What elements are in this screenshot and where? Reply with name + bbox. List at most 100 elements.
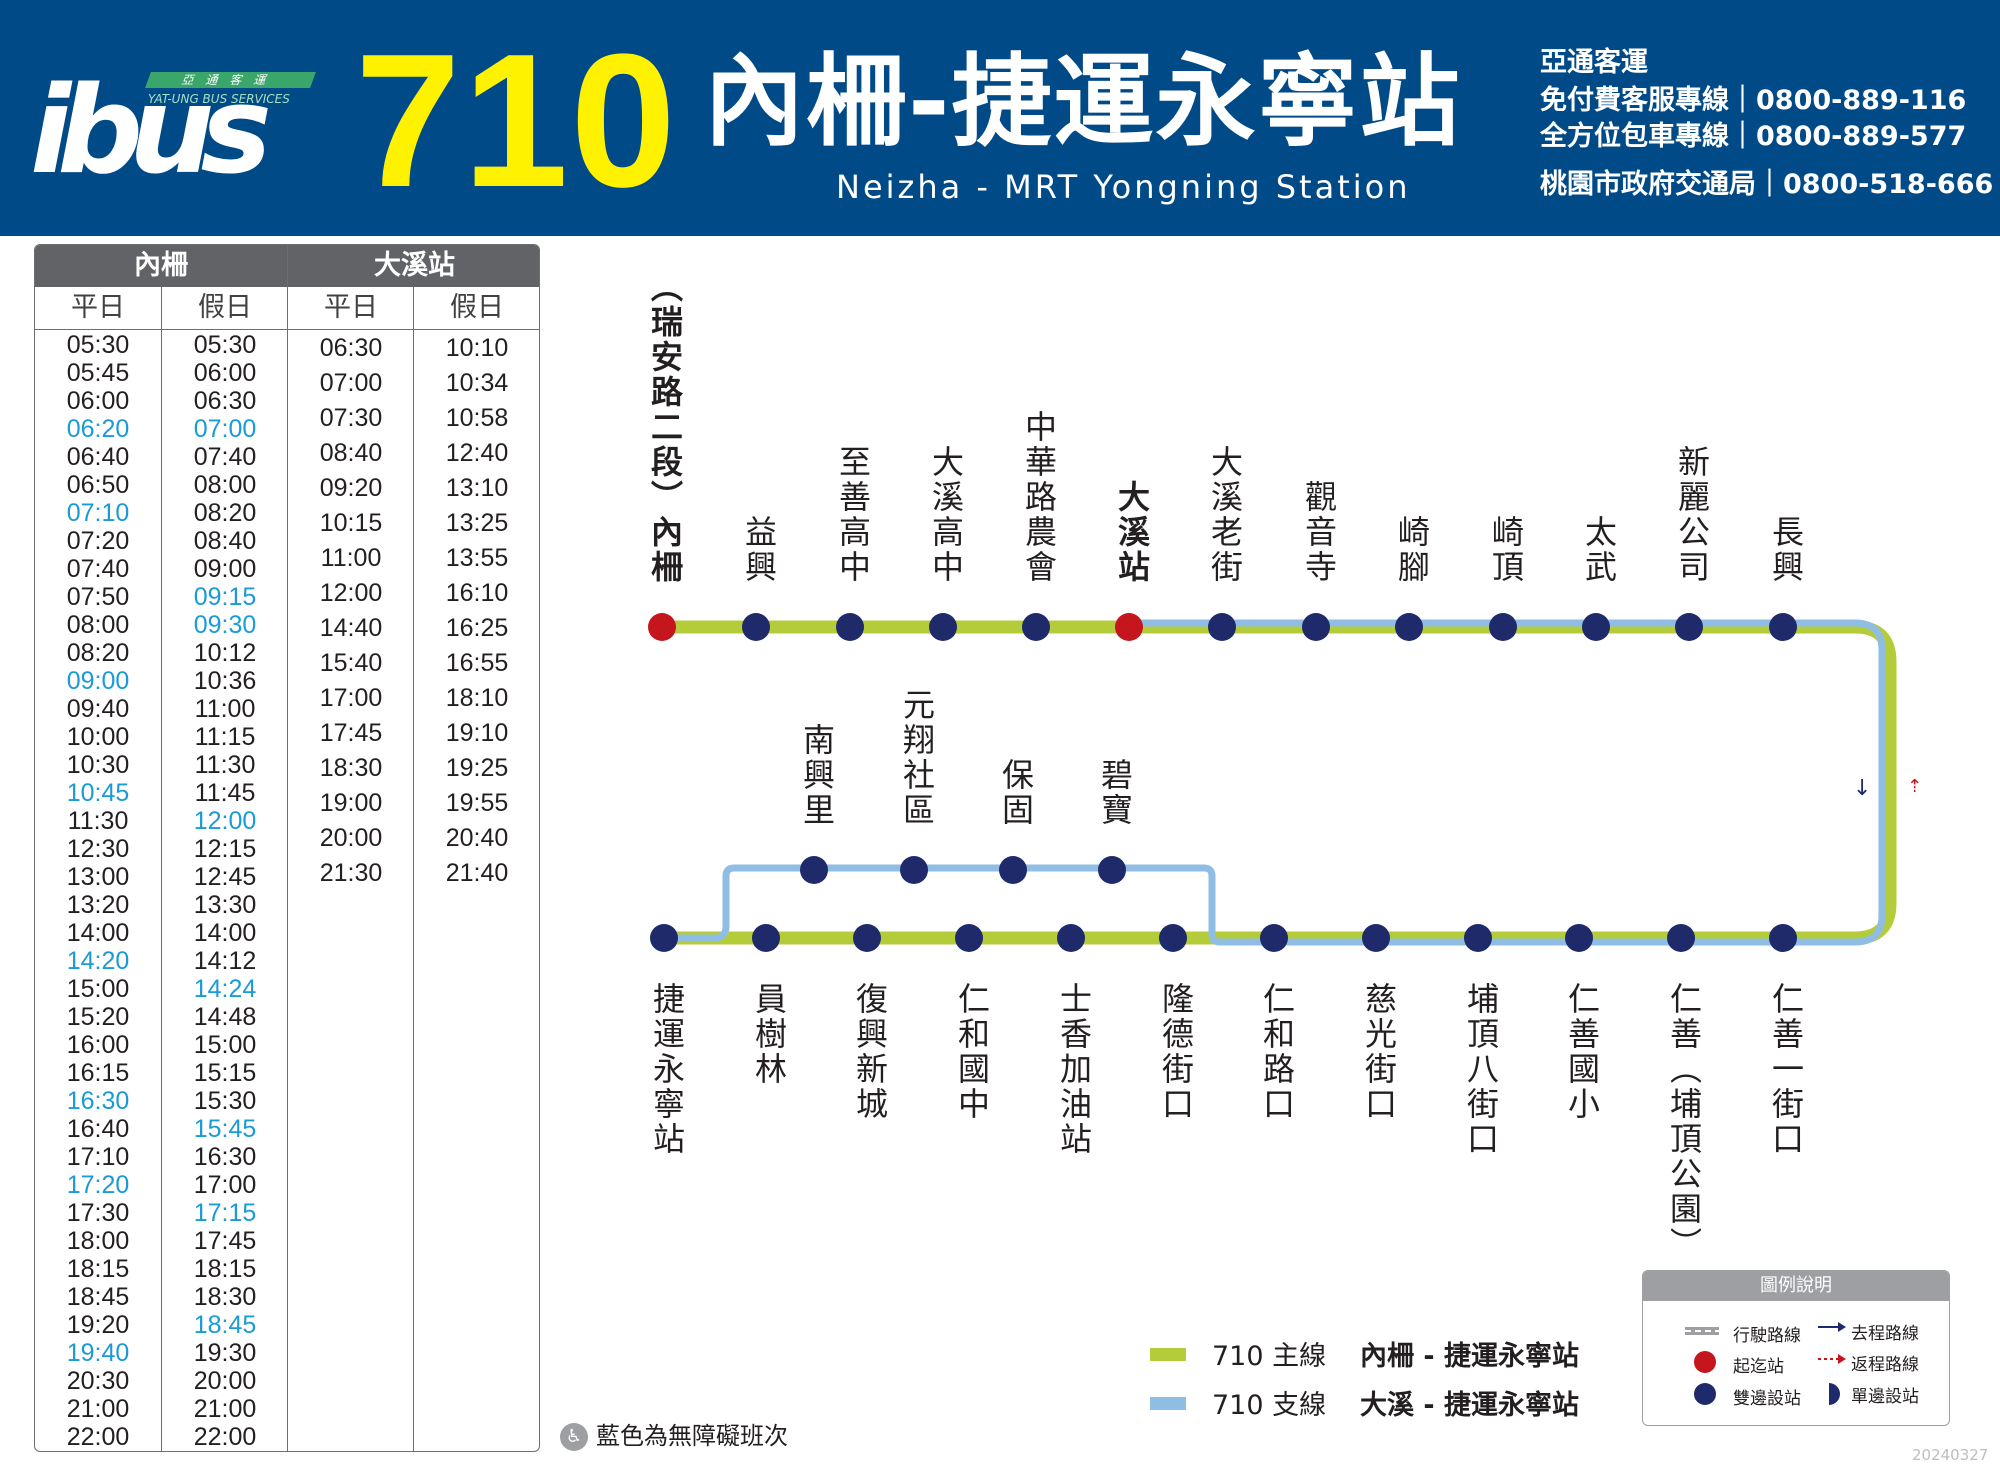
bus-stop xyxy=(1362,924,1390,952)
bus-stop xyxy=(752,924,780,952)
stop-name: 大溪老街 xyxy=(1206,445,1244,585)
bus-stop xyxy=(1565,924,1593,952)
bus-stop xyxy=(836,613,864,641)
bus-stop xyxy=(1464,924,1492,952)
stop-name: 中華路農會 xyxy=(1020,410,1058,585)
bus-stop xyxy=(1667,924,1695,952)
route-number: 710 xyxy=(355,15,679,227)
bus-stop xyxy=(1769,613,1797,641)
stop-name: 仁善（埔頂公園） xyxy=(1665,982,1703,1262)
bus-stop xyxy=(800,856,828,884)
bus-stop xyxy=(929,613,957,641)
departure-time: 15:00 xyxy=(66,975,130,1003)
bus-stop xyxy=(1057,924,1085,952)
departure-time: 06:50 xyxy=(66,471,130,499)
stop-name: 保固 xyxy=(997,758,1035,828)
departure-time: 10:10 xyxy=(445,334,509,362)
departure-time: 15:45 xyxy=(193,1115,257,1143)
departure-time: 06:40 xyxy=(66,443,130,471)
departure-time: 18:00 xyxy=(66,1227,130,1255)
departure-time: 12:30 xyxy=(66,835,130,863)
departure-time: 06:20 xyxy=(66,415,130,443)
one-side-stop-symbol xyxy=(1829,1383,1840,1405)
ibus-logo: ibus 亞通客運 YAT-UNG BUS SERVICES xyxy=(30,64,316,192)
departure-time: 14:40 xyxy=(319,614,383,642)
departure-time: 20:00 xyxy=(193,1367,257,1395)
column-divider xyxy=(413,287,414,1451)
departure-time: 07:00 xyxy=(319,369,383,397)
stop-name: 大溪站 xyxy=(1113,480,1151,585)
stop-name: 慈光街口 xyxy=(1360,982,1398,1122)
departure-time: 18:15 xyxy=(66,1255,130,1283)
contact-line-2: 全方位包車專線｜0800-889-577 xyxy=(1540,121,1967,152)
departure-time: 19:10 xyxy=(445,719,509,747)
legend-branch-swatch xyxy=(1150,1397,1186,1410)
stop-name: 士香加油站 xyxy=(1055,982,1093,1157)
departure-time: 10:45 xyxy=(66,779,130,807)
departure-time: 10:00 xyxy=(66,723,130,751)
stop-name: 埔頂八街口 xyxy=(1462,982,1500,1157)
departure-time: 09:00 xyxy=(66,667,130,695)
stop-name: 崎腳 xyxy=(1393,515,1431,585)
stop-name: 仁善一街口 xyxy=(1767,982,1805,1157)
departure-time: 06:30 xyxy=(193,387,257,415)
legend-item-return: 返程路線 xyxy=(1851,1355,1919,1375)
departure-time: 05:30 xyxy=(66,331,130,359)
stop-name: 復興新城 xyxy=(851,982,889,1122)
stop-name: 長興 xyxy=(1767,515,1805,585)
departure-time: 14:00 xyxy=(193,919,257,947)
bus-stop xyxy=(1098,856,1126,884)
departure-time: 11:15 xyxy=(194,723,256,751)
departure-time: 14:20 xyxy=(66,947,130,975)
departure-time: 19:55 xyxy=(445,789,509,817)
timetable: 內柵 大溪站 平日 假日 平日 假日 05:30 05:45 06:00 06:20 0… xyxy=(34,244,540,1452)
departure-time: 13:30 xyxy=(193,891,257,919)
departure-time: 20:00 xyxy=(319,824,383,852)
departure-time: 20:30 xyxy=(66,1367,130,1395)
bus-stop xyxy=(900,856,928,884)
departure-time: 05:30 xyxy=(193,331,257,359)
bus-stop xyxy=(1208,613,1236,641)
departure-time: 11:00 xyxy=(194,695,256,723)
departure-time: 22:00 xyxy=(66,1423,130,1451)
departure-time: 18:45 xyxy=(66,1283,130,1311)
daytype-daxi-weekday: 平日 xyxy=(324,292,378,323)
bus-stop xyxy=(1260,924,1288,952)
legend-item-outbound: 去程路線 xyxy=(1851,1324,1919,1344)
bus-stop xyxy=(1395,613,1423,641)
legend-symbols xyxy=(1685,1322,1846,1405)
departure-time: 16:30 xyxy=(66,1087,130,1115)
departure-time: 15:40 xyxy=(319,649,383,677)
departure-time: 16:00 xyxy=(66,1031,130,1059)
departure-time: 07:50 xyxy=(66,583,130,611)
stop-name: 元翔社區 xyxy=(898,688,936,828)
departure-time: 07:10 xyxy=(66,499,130,527)
departure-time: 17:00 xyxy=(193,1171,257,1199)
departure-time: 10:12 xyxy=(193,639,257,667)
outbound-arrow-icon: ↓ xyxy=(1853,776,1872,801)
daxi-weekday-times: 06:30 07:00 07:30 08:40 09:20 10:15 11:00 12:00… xyxy=(288,331,414,891)
legend-branch-label: 710 支線 xyxy=(1212,1390,1327,1421)
legend-title: 圖例說明 xyxy=(1643,1271,1949,1301)
departure-time: 21:00 xyxy=(66,1395,130,1423)
departure-time: 11:30 xyxy=(194,751,256,779)
legend-item-route: 行駛路線 xyxy=(1733,1326,1801,1346)
contact-line-3: 桃園市政府交通局｜0800-518-666 xyxy=(1540,169,1994,200)
bus-stop xyxy=(1489,613,1517,641)
stop-name: 仁和路口 xyxy=(1258,982,1296,1122)
departure-time: 08:00 xyxy=(66,611,130,639)
bus-stop xyxy=(955,924,983,952)
departure-time: 10:36 xyxy=(193,667,257,695)
return-arrow-icon: ⇡ xyxy=(1907,776,1923,797)
route-title-en: Neizha - MRT Yongning Station xyxy=(836,168,1411,206)
departure-time: 14:48 xyxy=(193,1003,257,1031)
daytype-neizha-holiday: 假日 xyxy=(198,292,252,323)
bus-stop xyxy=(1769,924,1797,952)
bus-stop xyxy=(1302,613,1330,641)
departure-time: 15:20 xyxy=(66,1003,130,1031)
departure-time: 16:10 xyxy=(445,579,509,607)
departure-time: 21:30 xyxy=(319,859,383,887)
departure-time: 11:00 xyxy=(320,544,382,572)
departure-time: 15:30 xyxy=(193,1087,257,1115)
